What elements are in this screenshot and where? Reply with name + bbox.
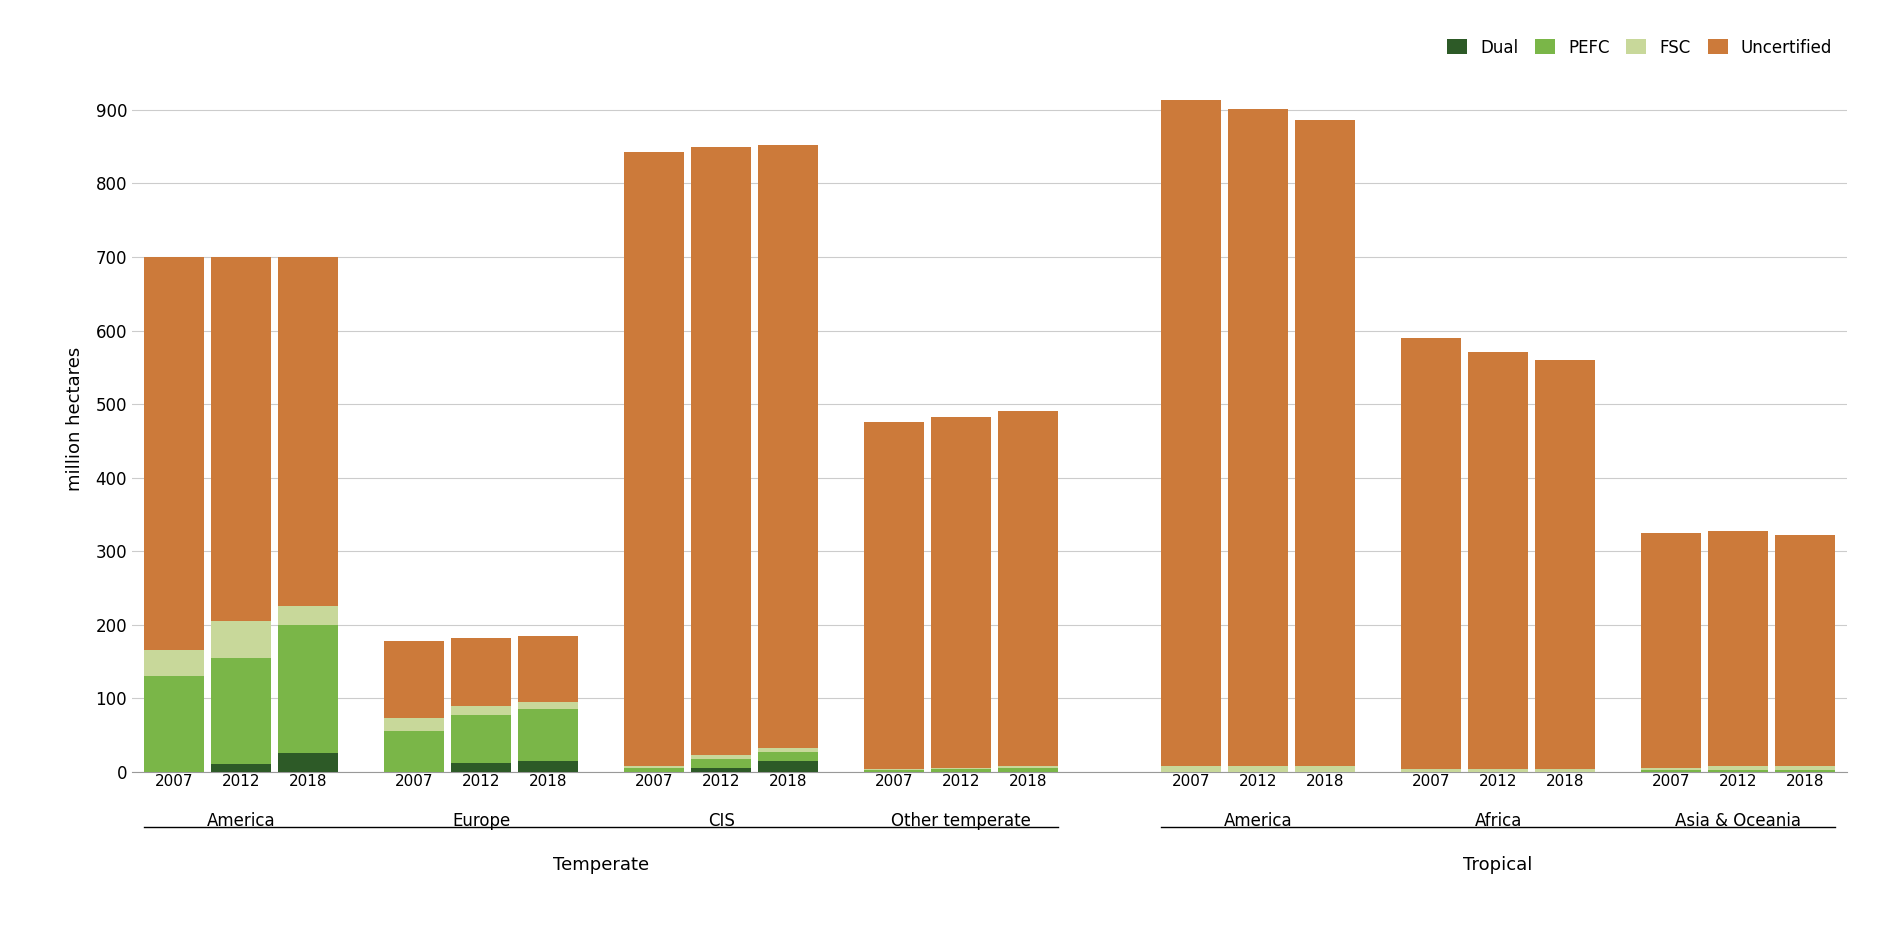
Bar [1534,360,1595,770]
Bar [211,621,271,658]
Bar [1295,766,1355,772]
Bar [451,715,511,763]
Bar [1708,532,1768,767]
Bar [624,768,684,772]
Bar [451,638,511,706]
Text: Other temperate: Other temperate [892,812,1031,830]
Bar [931,770,992,772]
Bar [1776,767,1836,770]
Bar [1642,768,1700,770]
Text: CIS: CIS [709,812,735,830]
Bar [385,641,445,718]
Text: Tropical: Tropical [1463,856,1533,874]
Bar [385,718,445,731]
Bar [518,710,579,760]
Bar [1468,352,1529,770]
Text: Africa: Africa [1474,812,1521,830]
Bar [931,417,992,768]
Bar [758,748,818,752]
Bar [865,770,924,772]
Text: America: America [1223,812,1293,830]
Text: Asia & Oceania: Asia & Oceania [1676,812,1802,830]
Bar [758,760,818,772]
Bar [865,422,924,770]
Bar [758,752,818,760]
Bar [624,766,684,768]
Bar [758,145,818,748]
Bar [518,702,579,710]
Bar [624,152,684,766]
Y-axis label: million hectares: million hectares [66,346,85,491]
Bar [143,650,204,676]
Bar [211,257,271,621]
Text: Europe: Europe [452,812,511,830]
Bar [1401,770,1461,772]
Bar [1708,770,1768,772]
Bar [211,764,271,772]
Bar [1227,109,1287,766]
Bar [1227,766,1287,772]
Bar [1401,338,1461,770]
Bar [999,766,1059,768]
Text: America: America [207,812,275,830]
Bar [1295,120,1355,766]
Bar [999,410,1059,766]
Bar [451,706,511,715]
Legend: Dual, PEFC, FSC, Uncertified: Dual, PEFC, FSC, Uncertified [1440,32,1840,63]
Bar [279,625,337,753]
Bar [931,768,992,770]
Bar [518,760,579,772]
Bar [279,606,337,625]
Bar [692,147,752,756]
Bar [385,731,445,772]
Bar [692,768,752,772]
Text: Temperate: Temperate [552,856,648,874]
Bar [1534,770,1595,772]
Bar [999,768,1059,772]
Bar [1642,770,1700,772]
Bar [1468,770,1529,772]
Bar [279,257,337,606]
Bar [451,763,511,772]
Bar [692,756,752,759]
Bar [1776,770,1836,772]
Bar [211,658,271,764]
Bar [143,257,204,650]
Bar [1161,101,1221,766]
Bar [1708,767,1768,770]
Bar [143,676,204,772]
Bar [1776,534,1836,767]
Bar [692,759,752,768]
Bar [518,635,579,702]
Bar [279,753,337,772]
Bar [1161,766,1221,772]
Bar [1642,533,1700,768]
